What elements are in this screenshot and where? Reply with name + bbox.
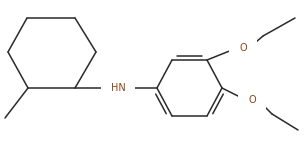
Text: O: O bbox=[248, 95, 256, 105]
Text: HN: HN bbox=[111, 83, 125, 93]
Text: O: O bbox=[239, 43, 247, 53]
